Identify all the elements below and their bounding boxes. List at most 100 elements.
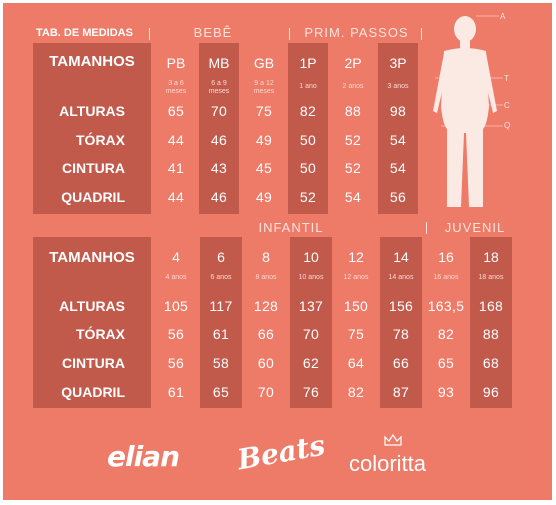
value-cell: 43 [210,160,228,176]
value-cell: 82 [347,384,365,400]
header-separator [149,28,150,40]
value-cell: 70 [210,103,228,119]
value-cell: 52 [344,132,362,148]
value-cell: 56 [389,189,407,205]
col-1p-panel [288,43,328,214]
value-cell: 61 [212,326,230,342]
value-cell: 41 [167,160,185,176]
size-12: 12 [348,249,364,265]
body-silhouette-icon [433,15,503,207]
table-title: TAB. DE MEDIDAS [36,27,133,39]
value-cell: 78 [392,326,410,342]
value-cell: 65 [167,103,185,119]
size-pb: PB [166,55,186,71]
header-infantil: INFANTIL [258,220,324,235]
value-cell: 46 [210,189,228,205]
bottom-label-panel [33,237,151,408]
value-cell: 82 [299,103,317,119]
value-cell: 163,5 [427,298,465,314]
col-10-panel [290,237,332,408]
value-cell: 61 [167,384,185,400]
value-cell: 50 [299,160,317,176]
marker-a: A [500,12,506,21]
value-cell: 66 [257,326,275,342]
age-4: 4 anos [165,274,187,281]
value-cell: 54 [389,132,407,148]
col-mb-panel [199,43,239,214]
value-cell: 64 [347,355,365,371]
size-10: 10 [303,249,319,265]
value-cell: 75 [347,326,365,342]
age-16: 16 anos [433,274,459,281]
value-cell: 52 [344,160,362,176]
age-1p: 1 ano [299,83,317,90]
value-cell: 49 [255,189,273,205]
col-3p-panel [378,43,418,214]
value-cell: 44 [167,189,185,205]
size-18: 18 [483,249,499,265]
age-gb: 9 a 12 meses [253,80,275,95]
size-16: 16 [438,249,454,265]
value-cell: 56 [167,326,185,342]
top-label-panel [33,43,151,214]
size-2p: 2P [344,55,362,71]
value-cell: 44 [167,132,185,148]
age-mb: 6 a 9 meses [208,80,230,95]
value-cell: 150 [343,298,369,314]
age-2p: 2 anos [342,83,364,90]
value-cell: 54 [389,160,407,176]
row-label-torax: TÓRAX [76,326,125,342]
value-cell: 65 [437,355,455,371]
header-bebe: BEBÊ [193,25,233,40]
size-3p: 3P [389,55,407,71]
age-18: 18 anos [478,274,504,281]
marker-c: C [504,101,510,110]
age-6: 6 anos [210,274,232,281]
size-14: 14 [393,249,409,265]
value-cell: 105 [163,298,189,314]
value-cell: 65 [212,384,230,400]
age-10: 10 anos [298,274,324,281]
value-cell: 70 [257,384,275,400]
header-separator [421,28,422,40]
value-cell: 52 [299,189,317,205]
age-14: 14 anos [388,274,414,281]
header-separator [426,222,427,234]
value-cell: 156 [388,298,414,314]
size-6: 6 [217,249,225,265]
header-juvenil: JUVENIL [444,220,506,235]
size-mb: MB [208,55,230,71]
row-label-torax: TÓRAX [76,132,125,148]
value-cell: 88 [482,326,500,342]
marker-t: T [504,74,509,83]
value-cell: 49 [255,132,273,148]
value-cell: 98 [389,103,407,119]
size-1p: 1P [299,55,317,71]
row-label-alturas: ALTURAS [59,103,125,119]
header-prim-passos: PRIM. PASSOS [304,25,409,40]
age-3p: 3 anos [387,83,409,90]
age-pb: 3 a 6 meses [165,80,187,95]
row-label-cintura: CINTURA [62,160,125,176]
age-12: 12 anos [343,274,369,281]
size-chart-card: TAB. DE MEDIDAS BEBÊ PRIM. PASSOS TAMANH… [3,3,552,500]
value-cell: 62 [302,355,320,371]
coloritta-logo: coloritta [349,451,427,476]
value-cell: 75 [255,103,273,119]
value-cell: 137 [298,298,324,314]
value-cell: 56 [167,355,185,371]
beats-logo: Beats [234,428,328,477]
value-cell: 68 [482,355,500,371]
value-cell: 58 [212,355,230,371]
value-cell: 60 [257,355,275,371]
value-cell: 70 [302,326,320,342]
size-8: 8 [262,249,270,265]
value-cell: 45 [255,160,273,176]
value-cell: 82 [437,326,455,342]
col-14-panel [380,237,422,408]
value-cell: 66 [392,355,410,371]
value-cell: 117 [209,298,233,314]
row-label-quadril: QUADRIL [61,384,125,400]
age-8: 8 anos [255,274,277,281]
value-cell: 93 [437,384,455,400]
